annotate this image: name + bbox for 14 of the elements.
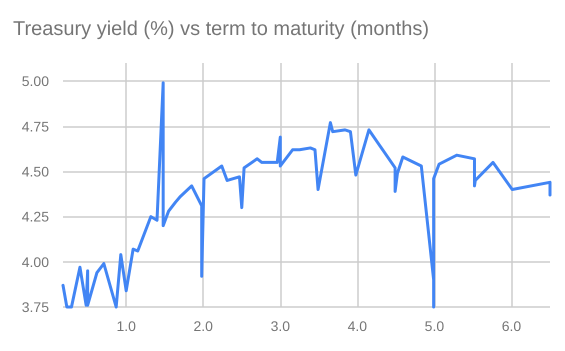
line-series	[62, 81, 552, 308]
y-tick-label: 3.75	[22, 299, 50, 315]
x-tick-label: 6.0	[502, 318, 522, 334]
y-tick-label: 5.00	[22, 73, 50, 90]
x-tick-label: 2.0	[194, 318, 214, 334]
y-tick-label: 4.25	[22, 208, 50, 225]
x-tick-label: 3.0	[270, 318, 290, 334]
x-tick-label: 4.0	[348, 318, 368, 334]
y-tick-label: 4.50	[22, 163, 50, 180]
chart-title: Treasury yield (%) vs term to maturity (months)	[13, 18, 430, 40]
x-tick-label: 1.0	[116, 318, 136, 334]
y-tick-label: 4.00	[22, 254, 50, 270]
x-tick-label: 5.0	[424, 318, 444, 334]
y-tick-label: 4.75	[22, 118, 50, 134]
